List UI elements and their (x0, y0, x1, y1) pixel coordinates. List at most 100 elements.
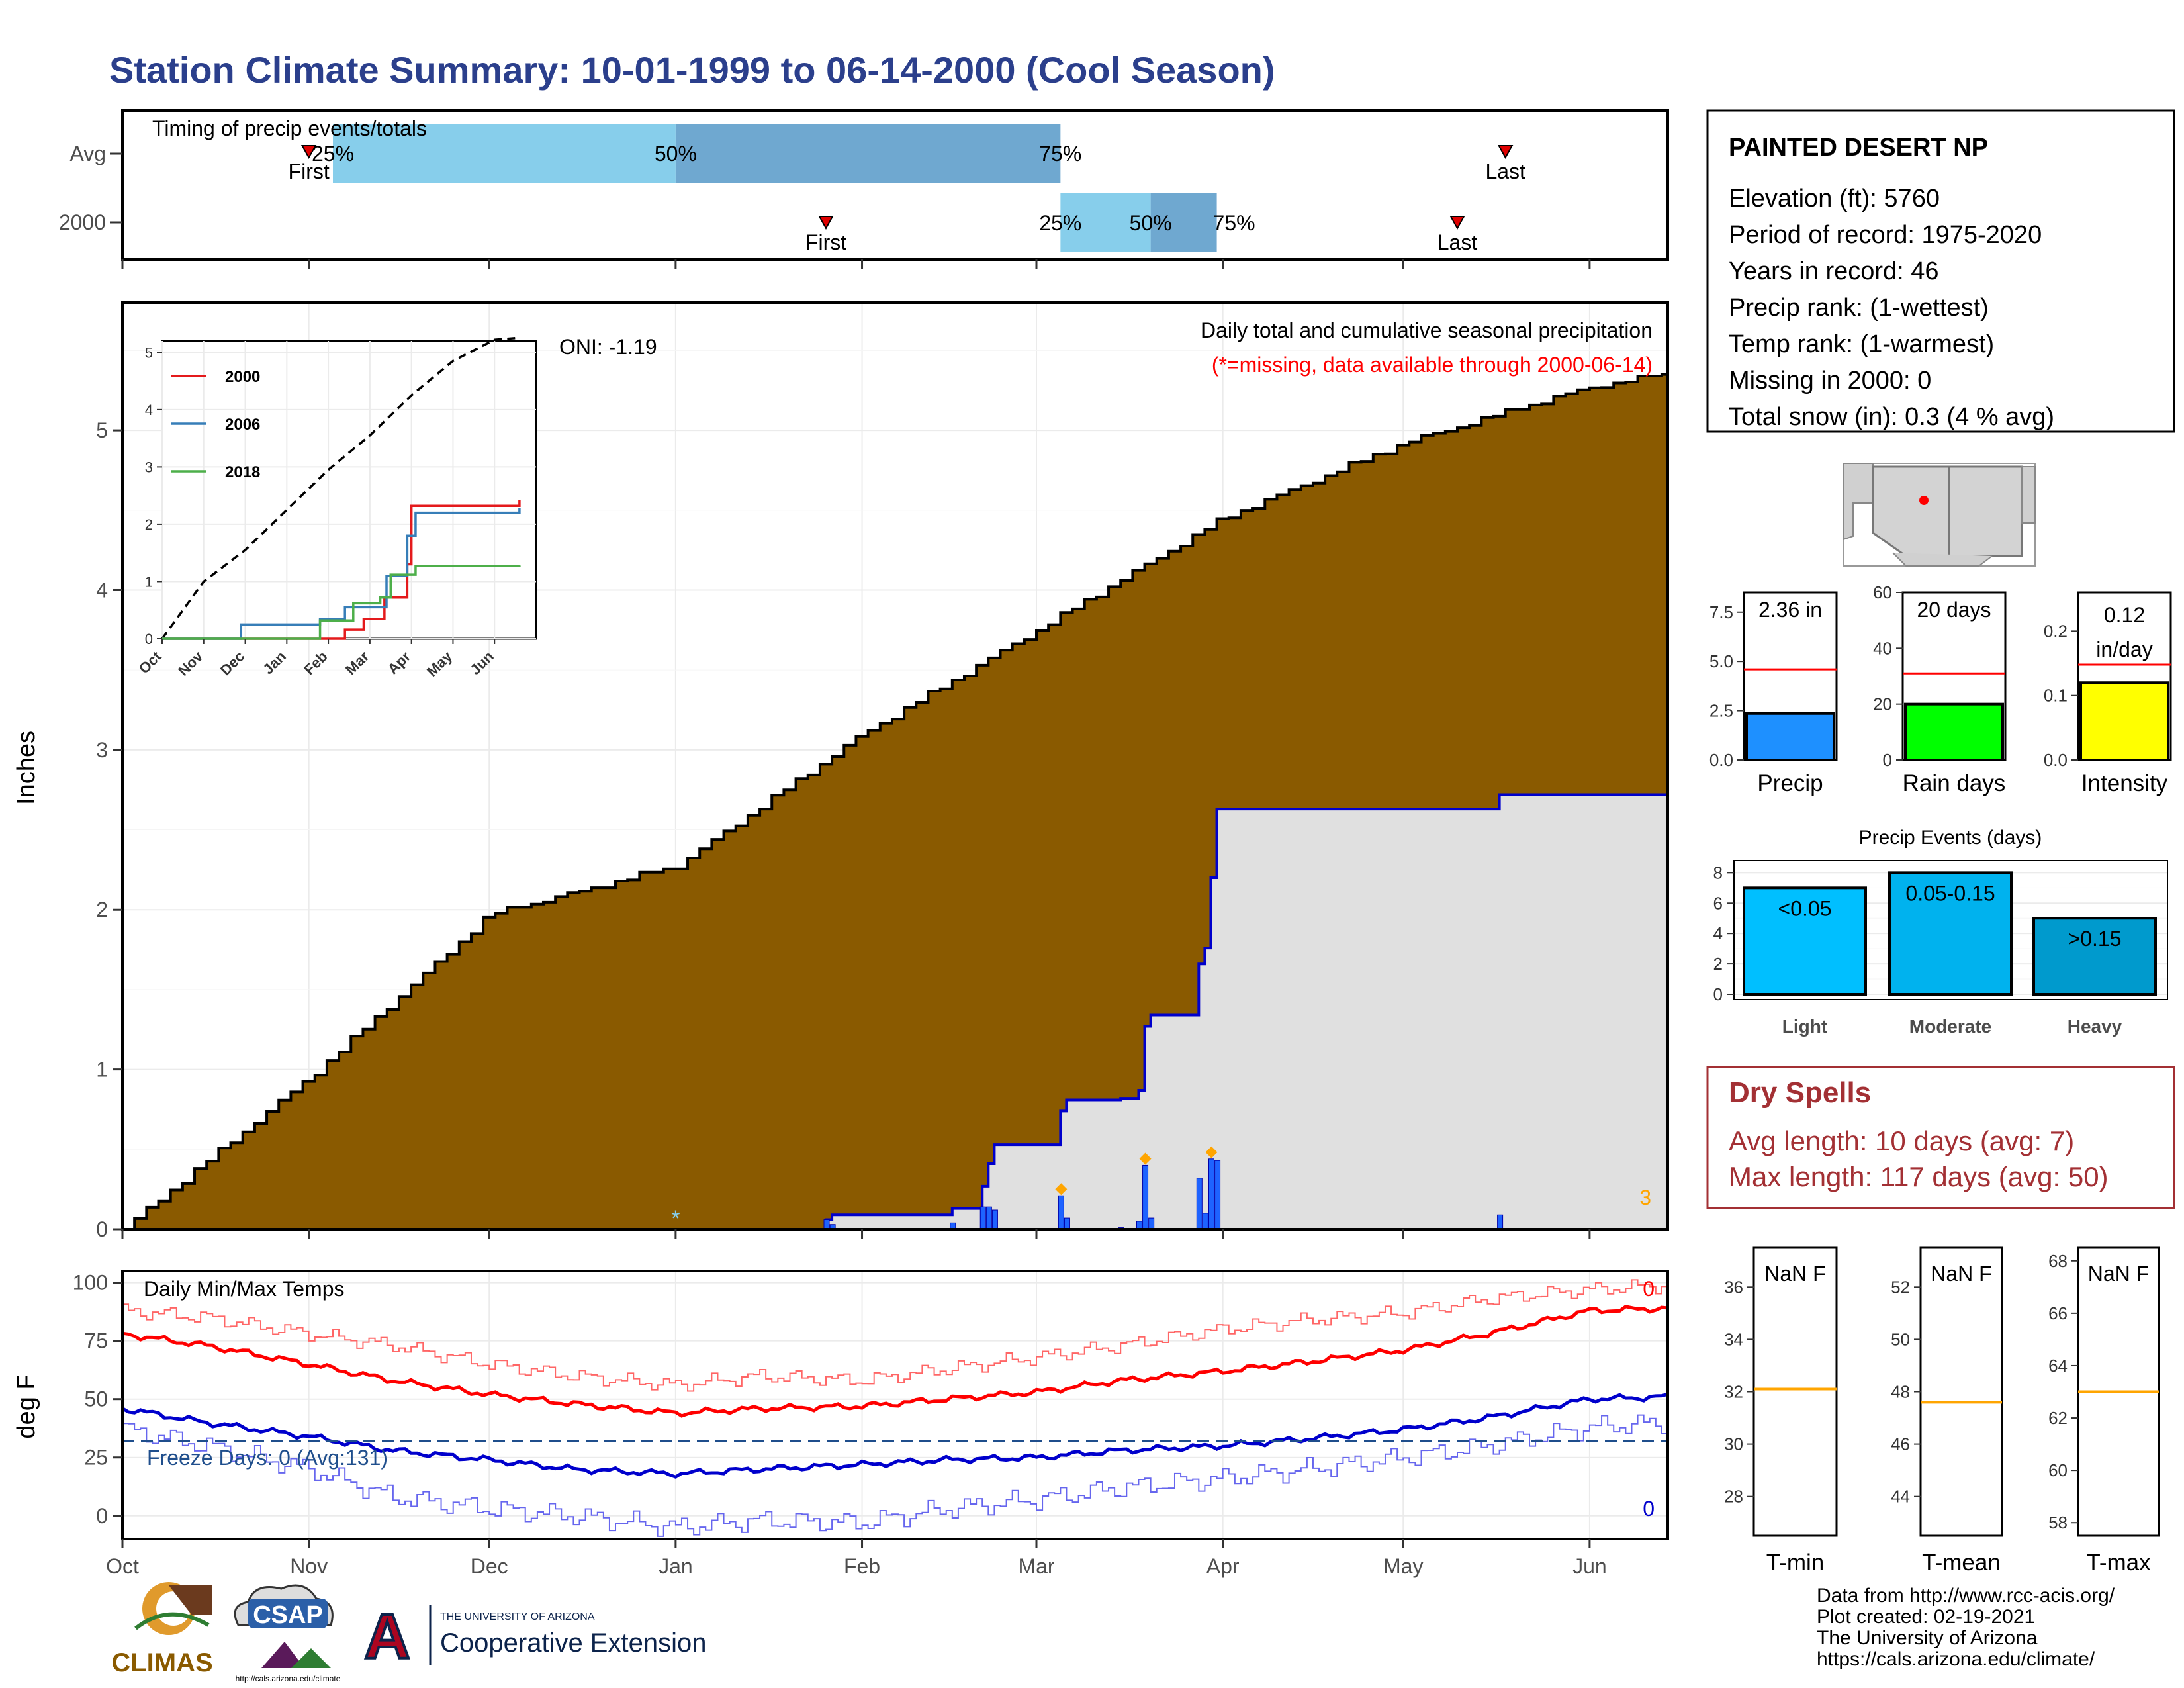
temp-box-tick-label: 64 (2048, 1356, 2068, 1376)
station-line: Period of record: 1975-2020 (1729, 221, 2042, 249)
station-line: Missing in 2000: 0 (1729, 367, 1931, 395)
precip-description: Daily total and cumulative seasonal prec… (1201, 318, 1653, 342)
temp-box-tick-label: 44 (1891, 1487, 1910, 1507)
summary-tick-label: 0.2 (2044, 621, 2068, 641)
inset-y-tick-label: 5 (145, 344, 153, 361)
precip-events-title: Precip Events (days) (1859, 827, 2042, 849)
summary-label: Intensity (2081, 771, 2168, 796)
daily-bar (1208, 1158, 1214, 1230)
timing-pct-label: 75% (1213, 211, 1255, 235)
temp-box-tick-label: 36 (1724, 1277, 1743, 1297)
temp-box-value: NaN F (1764, 1262, 1825, 1286)
summary-tick-label: 40 (1873, 638, 1892, 658)
dry-spells-max: Max length: 117 days (avg: 50) (1729, 1161, 2109, 1192)
events-bar (1888, 871, 2013, 996)
timing-marker-label: First (289, 160, 330, 183)
footer-line: The University of Arizona (1817, 1627, 2038, 1649)
summary-value: 0.12 (2104, 603, 2145, 627)
station-info: PAINTED DESERT NP Elevation (ft): 5760 Pe… (1706, 109, 2175, 433)
ua-top-text: THE UNIVERSITY OF ARIZONA (440, 1611, 595, 1622)
timing-marker (1497, 145, 1514, 160)
summary-tick-label: 0 (1883, 750, 1892, 770)
station-location-dot (1919, 496, 1929, 505)
inset-lines (161, 336, 521, 640)
missing-data-marker: * (671, 1206, 680, 1231)
temp-y-tick-label: 25 (84, 1446, 108, 1470)
csap-text: CSAP (253, 1601, 323, 1629)
figure-title: Station Climate Summary: 10-01-1999 to 0… (109, 49, 1275, 91)
timing-pct-label: 75% (1039, 142, 1081, 165)
inset-y-tick-label: 3 (145, 459, 153, 475)
daily-bar (1202, 1213, 1208, 1230)
year-cumulative-area (122, 793, 1669, 1231)
inset-y-tick-label: 0 (145, 631, 153, 647)
csap-url: http://cals.arizona.edu/climate (236, 1674, 341, 1683)
temp-y-label: deg F (13, 1374, 40, 1438)
temp-box-value: NaN F (2088, 1262, 2149, 1286)
timing-row-year: 2000 (59, 211, 106, 234)
temp-box-tick-label: 48 (1891, 1382, 1910, 1402)
precip-y-tick-label: 3 (96, 738, 108, 762)
tmax-avg-line (122, 1305, 1668, 1418)
station-line: Temp rank: (1-warmest) (1729, 330, 1994, 358)
ua-logo: A THE UNIVERSITY OF ARIZONA Cooperative … (363, 1600, 706, 1673)
tmax-count: 0 (1643, 1277, 1655, 1301)
month-label: Jan (659, 1554, 693, 1578)
timing-bar-50-75 (1150, 193, 1217, 252)
events-tick-label: 6 (1713, 893, 1723, 913)
summary-tick-label: 0.0 (1709, 750, 1733, 770)
precip-panel: * 0 1 2 3 4 5 Inches ONI: -1.19 Daily total a… (13, 301, 1669, 1241)
tmin-avg-line (121, 1392, 1668, 1479)
summary-bars: 0.0 2.5 5.0 7.5 2.36 in Precip 0 20 40 60 20 days R… (1709, 583, 2172, 796)
timing-pct-label: 50% (1130, 211, 1172, 235)
inset-y-tick-label: 2 (145, 516, 153, 533)
summary-tick-label: 60 (1873, 583, 1892, 602)
footer-line: https://cals.arizona.edu/climate/ (1817, 1648, 2095, 1670)
temp-title: Daily Min/Max Temps (144, 1277, 344, 1301)
event-marker (1055, 1183, 1068, 1196)
daily-bar (1148, 1217, 1155, 1230)
precip-y-tick-label: 2 (96, 898, 108, 921)
temp-box-frame (1752, 1246, 1838, 1537)
station-line: Elevation (ft): 5760 (1729, 185, 1940, 212)
temp-box-tick-label: 34 (1724, 1329, 1743, 1349)
temp-y-tick-label: 100 (73, 1271, 108, 1295)
events-category-label: Heavy (2068, 1016, 2122, 1037)
inset-y-tick-label: 4 (145, 402, 153, 418)
temp-y-tick-label: 50 (84, 1387, 108, 1411)
events-bar (1743, 886, 1867, 996)
station-line: Precip rank: (1-wettest) (1729, 294, 1989, 322)
daily-bar (1058, 1195, 1064, 1230)
station-line: Years in record: 46 (1729, 258, 1939, 285)
daily-bar (991, 1209, 998, 1230)
summary-bar (2079, 681, 2169, 761)
summary-label: Precip (1757, 771, 1823, 796)
daily-precip-bars (823, 1158, 1504, 1230)
event-marker (1205, 1146, 1218, 1158)
tmin-count: 0 (1643, 1497, 1655, 1521)
events-tick-label: 8 (1713, 863, 1723, 882)
ua-letter: A (364, 1601, 410, 1672)
temp-box-tick-label: 58 (2048, 1513, 2068, 1532)
footer: Data from http://www.rcc-acis.org/Plot c… (1817, 1585, 2115, 1670)
dry-spells-title: Dry Spells (1729, 1076, 1871, 1109)
daily-bar (1196, 1178, 1203, 1230)
inset-line-2006 (162, 508, 521, 640)
station-lines: Elevation (ft): 5760 Period of record: 19… (1729, 185, 2054, 431)
temp-box-tick-label: 52 (1891, 1277, 1910, 1297)
events-bars: <0.05 Light 0.05-0.15 Moderate >0.15 Heavy (1743, 871, 2157, 1037)
daily-bar (979, 1206, 986, 1230)
dry-spells-avg: Avg length: 10 days (avg: 7) (1729, 1125, 2074, 1156)
month-label: Mar (1018, 1554, 1054, 1578)
temp-box-tick-label: 66 (2048, 1303, 2068, 1323)
station-name: PAINTED DESERT NP (1729, 134, 1988, 162)
events-tick-label: 0 (1713, 984, 1723, 1004)
temp-box-tick-label: 60 (2048, 1460, 2068, 1480)
footer-line: Plot created: 02-19-2021 (1817, 1606, 2035, 1628)
month-label: Nov (290, 1554, 328, 1578)
precip-y-tick-label: 1 (96, 1058, 108, 1082)
temp-y-tick-label: 0 (96, 1504, 108, 1528)
event-marker (1139, 1152, 1152, 1165)
temp-box-tick-label: 46 (1891, 1434, 1910, 1454)
